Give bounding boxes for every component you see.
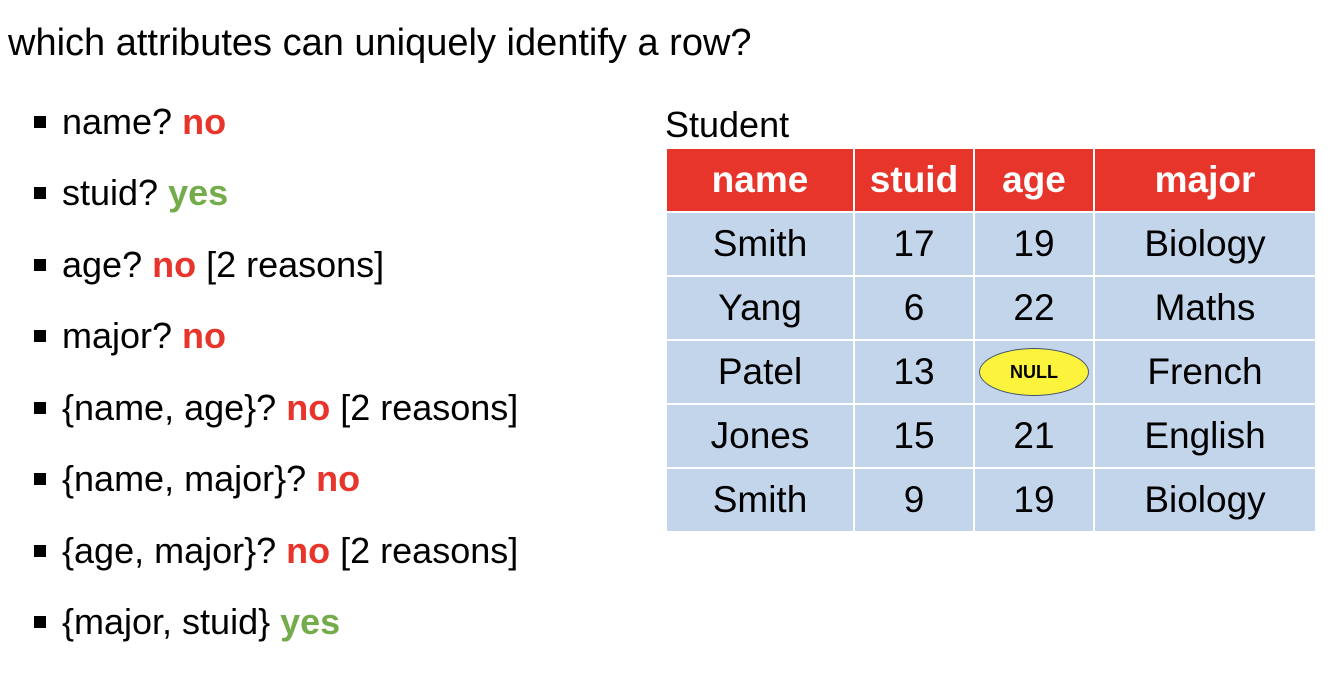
bullet-answer: no bbox=[152, 243, 197, 285]
table-cell-null: NULL bbox=[973, 339, 1095, 405]
bullet-text: {major, stuid} bbox=[62, 601, 271, 643]
bullet-answer: no bbox=[182, 315, 227, 357]
table-row: Yang 6 22 Maths bbox=[665, 275, 1317, 341]
bullet-item: {major, stuid} yes bbox=[34, 587, 518, 659]
bullet-text: {name, age}? bbox=[62, 386, 277, 428]
bullet-answer: no bbox=[316, 458, 361, 500]
table-cell: 19 bbox=[973, 467, 1095, 533]
bullet-answer: no bbox=[286, 386, 331, 428]
table-cell: Maths bbox=[1093, 275, 1317, 341]
bullet-marker-icon bbox=[34, 473, 46, 486]
column-header-age: age bbox=[973, 147, 1095, 213]
slide-question: which attributes can uniquely identify a… bbox=[8, 22, 752, 64]
table-header-row: name stuid age major bbox=[665, 147, 1317, 213]
table-row: Smith 9 19 Biology bbox=[665, 467, 1317, 533]
table-cell: 22 bbox=[973, 275, 1095, 341]
bullet-marker-icon bbox=[34, 187, 46, 200]
bullet-marker-icon bbox=[34, 544, 46, 557]
table-cell: Smith bbox=[665, 211, 855, 277]
table-cell: English bbox=[1093, 403, 1317, 469]
bullet-marker-icon bbox=[34, 258, 46, 271]
bullet-answer: no bbox=[182, 100, 227, 142]
table-row: Smith 17 19 Biology bbox=[665, 211, 1317, 277]
table-cell: Smith bbox=[665, 467, 855, 533]
table-cell: Biology bbox=[1093, 211, 1317, 277]
bullet-item: {age, major}? no [2 reasons] bbox=[34, 515, 518, 587]
table-cell: 19 bbox=[973, 211, 1095, 277]
table-cell: 13 bbox=[853, 339, 975, 405]
bullet-marker-icon bbox=[34, 401, 46, 414]
table-cell: 17 bbox=[853, 211, 975, 277]
table-cell: 6 bbox=[853, 275, 975, 341]
student-table: name stuid age major Smith 17 19 Biology… bbox=[665, 147, 1317, 533]
bullet-text: name? bbox=[62, 100, 173, 142]
bullet-item: age? no [2 reasons] bbox=[34, 229, 518, 301]
table-title: Student bbox=[665, 104, 790, 145]
bullet-answer: no bbox=[286, 529, 331, 571]
bullet-item: {name, major}? no bbox=[34, 444, 518, 516]
table-cell: 15 bbox=[853, 403, 975, 469]
table-cell: French bbox=[1093, 339, 1317, 405]
bullet-item: name? no bbox=[34, 86, 518, 158]
table-cell: 9 bbox=[853, 467, 975, 533]
table-cell: 21 bbox=[973, 403, 1095, 469]
table-row: Jones 15 21 English bbox=[665, 403, 1317, 469]
bullet-text: {age, major}? bbox=[62, 529, 277, 571]
table-cell: Biology bbox=[1093, 467, 1317, 533]
table-row: Patel 13 NULL French bbox=[665, 339, 1317, 405]
table-cell: Yang bbox=[665, 275, 855, 341]
table-cell: Patel bbox=[665, 339, 855, 405]
bullet-answer: yes bbox=[168, 172, 229, 214]
bullet-note: [2 reasons] bbox=[340, 529, 519, 571]
bullet-text: major? bbox=[62, 315, 173, 357]
table-cell: Jones bbox=[665, 403, 855, 469]
bullet-marker-icon bbox=[34, 115, 46, 128]
bullet-text: stuid? bbox=[62, 172, 159, 214]
bullet-note: [2 reasons] bbox=[340, 386, 519, 428]
bullet-text: age? bbox=[62, 243, 143, 285]
bullet-item: {name, age}? no [2 reasons] bbox=[34, 372, 518, 444]
bullet-list: name? no stuid? yes age? no [2 reasons] … bbox=[34, 86, 518, 658]
bullet-item: major? no bbox=[34, 301, 518, 373]
bullet-text: {name, major}? bbox=[62, 458, 307, 500]
bullet-answer: yes bbox=[280, 601, 341, 643]
bullet-marker-icon bbox=[34, 616, 46, 629]
null-badge: NULL bbox=[979, 348, 1089, 396]
column-header-stuid: stuid bbox=[853, 147, 975, 213]
bullet-marker-icon bbox=[34, 330, 46, 343]
bullet-item: stuid? yes bbox=[34, 158, 518, 230]
bullet-note: [2 reasons] bbox=[206, 243, 385, 285]
column-header-name: name bbox=[665, 147, 855, 213]
column-header-major: major bbox=[1093, 147, 1317, 213]
